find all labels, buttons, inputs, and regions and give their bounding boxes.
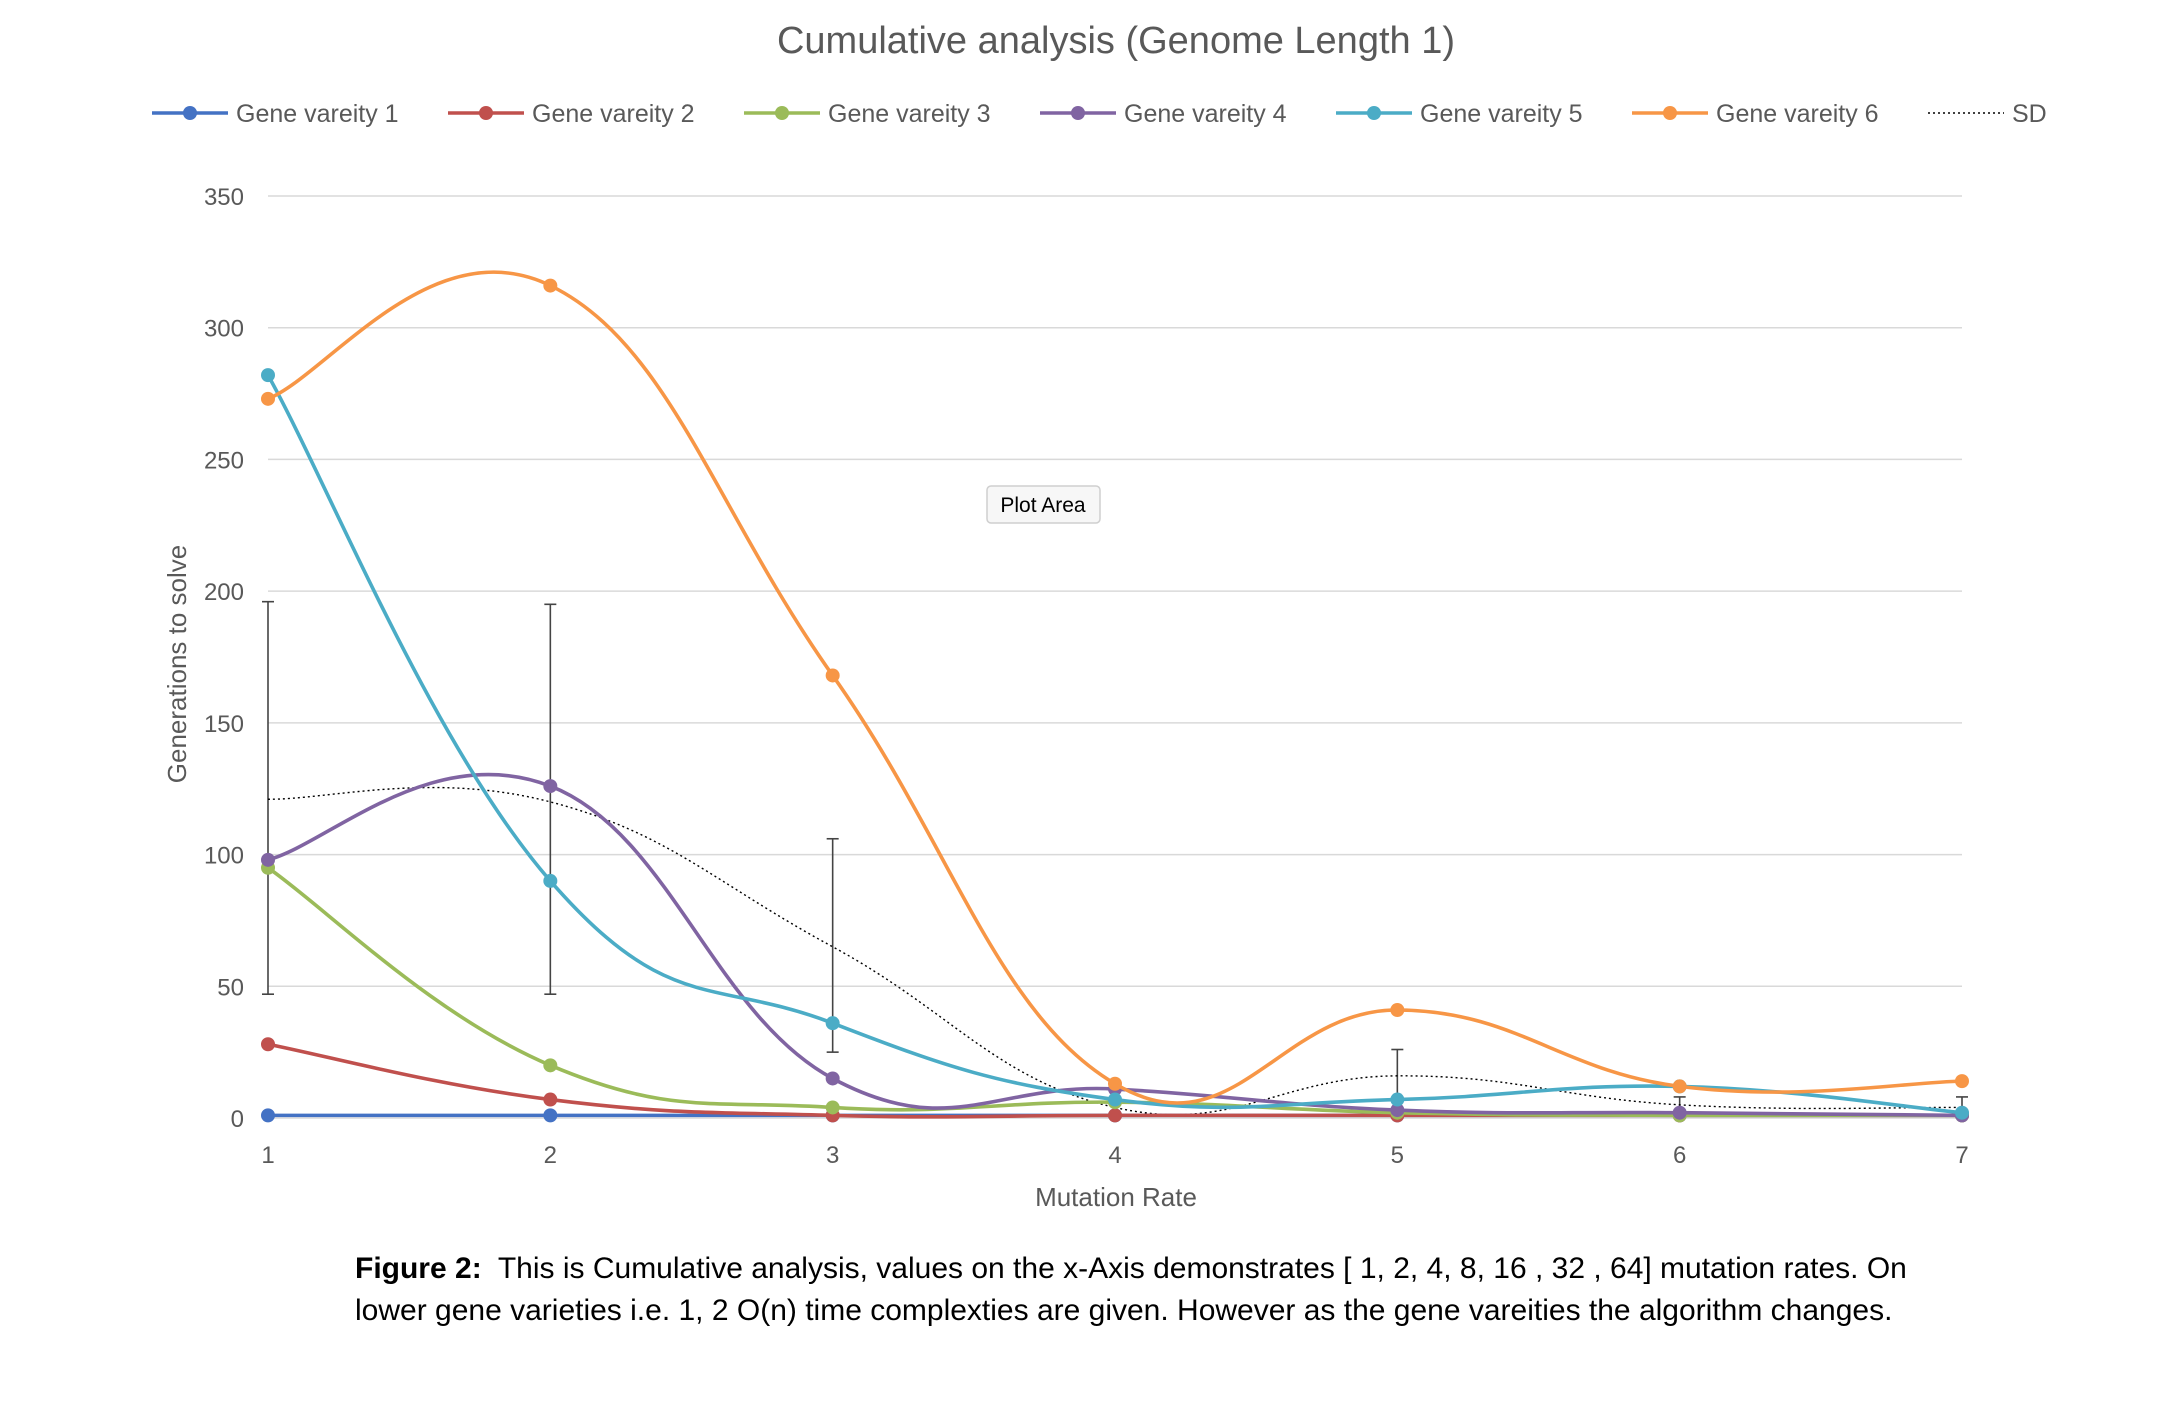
series-4 [261,772,1969,1123]
caption-line-1: Figure 2: This is Cumulative analysis, v… [355,1248,1975,1290]
data-point [1390,1103,1405,1118]
legend-item: Gene vareity 6 [1632,100,1879,128]
legend-item: Gene vareity 2 [448,100,695,128]
data-point [1672,1105,1687,1120]
x-tick-label: 7 [1955,1142,1968,1169]
series-5 [261,368,1969,1120]
y-axis-label: Generations to solve [162,545,192,783]
data-point [1955,1074,1969,1089]
y-tick-label: 300 [204,316,244,343]
legend-label: Gene vareity 3 [828,100,991,128]
data-point [261,391,275,406]
y-axis-ticks: 0 50 100 150 200 250 300 350 [204,184,244,1133]
legend-label: Gene vareity 5 [1420,100,1583,128]
legend-item: SD [1928,100,2047,128]
x-axis-ticks: 1 2 3 4 5 6 7 [261,1142,1968,1169]
data-point [543,873,558,888]
data-point [261,852,275,867]
sd-line [267,786,1963,1116]
x-axis-label: Mutation Rate [1035,1182,1197,1212]
legend-label: Gene vareity 4 [1124,100,1287,128]
data-point [825,1100,840,1115]
x-tick-label: 1 [261,1142,274,1169]
legend-label: SD [2012,100,2047,128]
y-tick-label: 0 [231,1106,244,1133]
chart-title: Cumulative analysis (Genome Length 1) [777,20,1455,62]
y-tick-label: 200 [204,579,244,606]
series-line [267,270,1963,1105]
legend-item: Gene vareity 5 [1336,100,1583,128]
error-bars [262,600,1968,1119]
legend-label: Gene vareity 2 [532,100,695,128]
x-tick-label: 2 [544,1142,557,1169]
legend-marker [1071,106,1085,120]
caption-text-2: lower gene varieties i.e. 1, 2 O(n) time… [355,1294,1893,1327]
figure-caption: Figure 2: This is Cumulative analysis, v… [355,1248,1975,1332]
series-lines [261,270,1969,1123]
x-tick-label: 4 [1108,1142,1121,1169]
y-tick-label: 50 [217,974,244,1001]
error-bar [544,603,557,995]
legend-marker [183,106,197,120]
y-tick-label: 150 [204,711,244,738]
data-point [543,1058,558,1073]
legend-item: Gene vareity 3 [744,100,991,128]
series-line [267,772,1963,1118]
gridlines [268,195,1962,1119]
caption-text-1: This is Cumulative analysis, values on t… [497,1252,1907,1285]
legend: Gene vareity 1 Gene vareity 2 Gene vareity… [152,100,2047,128]
y-tick-label: 250 [204,447,244,474]
legend-marker [1367,106,1381,120]
data-point [1955,1105,1969,1120]
legend-marker [1663,106,1677,120]
data-point [1108,1076,1122,1091]
legend-marker [775,106,789,120]
y-tick-label: 350 [204,184,244,211]
x-tick-label: 5 [1391,1142,1404,1169]
data-point [261,368,275,383]
data-point [1108,1092,1122,1107]
y-tick-label: 100 [204,843,244,870]
data-point [825,668,840,683]
data-point [543,278,558,293]
data-point [825,1016,840,1031]
legend-label: Gene vareity 1 [236,100,399,128]
series-line [266,374,1963,1115]
legend-marker [479,106,493,120]
data-point [1672,1079,1687,1094]
series-6 [261,270,1969,1105]
x-tick-label: 3 [826,1142,839,1169]
legend-item: Gene vareity 4 [1040,100,1287,128]
legend-item: Gene vareity 1 [152,100,399,128]
data-point [1108,1108,1122,1123]
data-point [543,779,558,794]
error-bar [262,600,274,995]
plot-area-tooltip-text: Plot Area [1000,494,1086,517]
data-point [1390,1002,1405,1017]
legend-label: Gene vareity 6 [1716,100,1879,128]
plot-area-tooltip: Plot Area [986,485,1101,524]
data-point [543,1108,558,1123]
data-point [261,1037,275,1052]
x-tick-label: 6 [1673,1142,1686,1169]
data-point [1390,1092,1405,1107]
data-point [825,1071,840,1086]
plot-area-tooltip-box [986,485,1101,524]
caption-label: Figure 2: [355,1252,482,1285]
data-point [543,1092,558,1107]
data-point [261,1108,275,1123]
